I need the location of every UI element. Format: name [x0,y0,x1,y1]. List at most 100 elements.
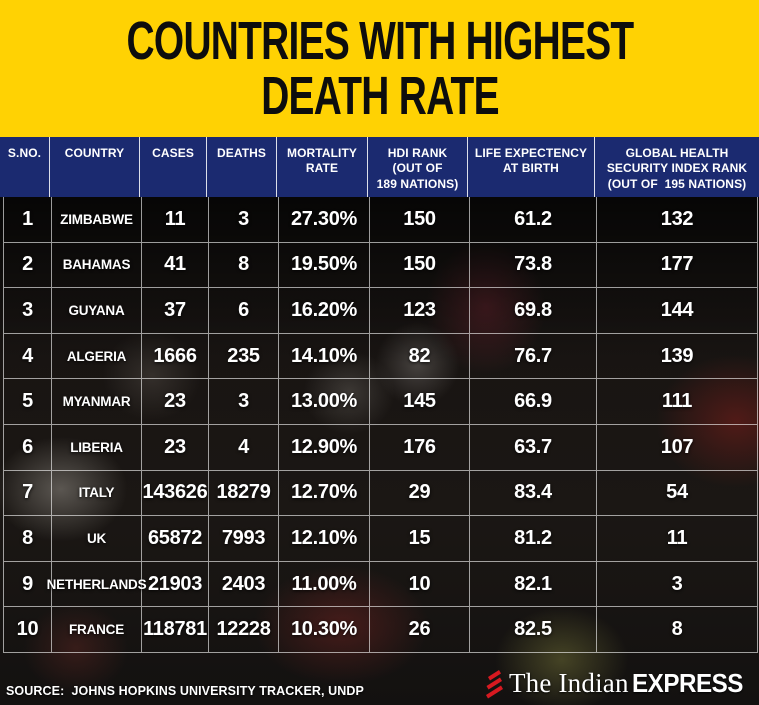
table-cell: 37 [142,288,209,334]
table-cell: 83.4 [470,470,597,517]
table-cell: 18279 [209,470,279,517]
table-cell: NETHERLANDS [47,561,147,608]
table-cell: 65872 [142,516,209,562]
table-cell: 7993 [209,516,279,562]
table-cell: 1 [4,197,52,243]
table-row: 4 ALGERIA 1666 235 14.10% 82 76.7 139 [4,333,757,380]
table-cell: 23 [142,379,209,425]
table-cell: 9 [4,561,52,608]
table-cell: 2403 [209,561,279,608]
table-row: 10 FRANCE 118781 12228 10.30% 26 82.5 8 [4,607,757,653]
table-cell: 145 [370,379,470,425]
express-flame-icon [485,669,503,698]
table-cell: 11 [142,197,209,243]
table-cell: 111 [597,379,757,425]
table-cell: 150 [370,242,470,289]
table-cell: 29 [370,470,470,517]
table-cell: 16.20% [279,288,370,334]
table-cell: GUYANA [52,288,142,334]
table-cell: 27.30% [279,197,370,243]
table-cell: 12.90% [279,424,370,471]
table-cell: 15 [370,516,470,562]
table-cell: 8 [597,607,757,653]
column-header-mortality-rate: MORTALITY RATE [277,137,368,197]
table-row: 2 BAHAMAS 41 8 19.50% 150 73.8 177 [4,242,757,289]
table-cell: 61.2 [470,197,597,243]
table-cell: 21903 [142,561,209,608]
column-header-life-expectancy: LIFE EXPECTENCY AT BIRTH [468,137,595,197]
table-cell: 12.10% [279,516,370,562]
table-cell: LIBERIA [52,424,142,471]
table-row: 3 GUYANA 37 6 16.20% 123 69.8 144 [4,288,757,334]
table-row: 8 UK 65872 7993 12.10% 15 81.2 11 [4,516,757,562]
indian-express-logo: The Indian EXPRESS [484,668,751,699]
table-cell: 177 [597,243,757,289]
table-body: 1 ZIMBABWE 11 3 27.30% 150 61.2 132 2 BAHAMAS 41 8 1… [3,197,758,653]
table-cell: 5 [4,379,52,425]
table-cell: 8 [209,242,279,289]
table-cell: 10 [370,561,470,608]
table-cell: 23 [142,424,209,471]
table-cell: 143626 [142,470,209,517]
table-cell: ALGERIA [52,333,142,380]
table-cell: 66.9 [470,379,597,425]
table-cell: 6 [4,424,52,471]
table-cell: 3 [209,379,279,425]
logo-text-the-indian: The Indian [508,668,629,698]
column-header-ghs-index-rank: GLOBAL HEALTH SECURITY INDEX RANK (OUT O… [606,146,748,191]
table-header-row: S.NO. COUNTRY CASES DEATHS MORTALITY RAT… [0,137,759,197]
table-cell: 82.1 [470,561,597,608]
table-cell: 12.70% [279,470,370,517]
table-cell: 6 [209,288,279,334]
table-cell: 63.7 [470,424,597,471]
table-row: 9 NETHERLANDS 21903 2403 11.00% 10 82.1 3 [4,561,757,608]
table-cell: 69.8 [470,288,597,334]
table-cell: 107 [597,425,757,471]
table-cell: 3 [209,197,279,243]
column-header-deaths: DEATHS [207,137,277,197]
table-cell: UK [52,516,142,562]
table-cell: 3 [597,562,757,608]
table-cell: 81.2 [470,516,597,562]
table-cell: 7 [4,470,52,517]
table-cell: 3 [4,288,52,334]
table-cell: 150 [370,197,470,243]
background-crowd-photo [0,137,759,705]
table-cell: BAHAMAS [52,242,142,289]
table-cell: 1666 [142,333,209,380]
table-cell: MYANMAR [52,379,142,425]
logo-text-express: EXPRESS [631,668,743,698]
page-title-line-2: DEATH RATE [260,65,499,126]
table-cell: 8 [4,516,52,562]
table-cell: 123 [370,288,470,334]
table-cell: FRANCE [52,607,142,653]
title-banner: COUNTRIES WITH HIGHEST DEATH RATE [0,0,759,137]
table-cell: 76.7 [470,333,597,380]
table-cell: 2 [4,242,52,289]
column-header-country: COUNTRY [50,137,140,197]
table-cell: 54 [597,471,757,517]
table-cell: 176 [370,424,470,471]
table-row: 7 ITALY 143626 18279 12.70% 29 83.4 54 [4,470,757,517]
table-cell: 4 [4,333,52,380]
table-cell: 10.30% [279,607,370,653]
table-cell: 19.50% [279,242,370,289]
table-cell: 73.8 [470,242,597,289]
table-cell: 14.10% [279,333,370,380]
table-cell: 11.00% [279,561,370,608]
table-cell: 13.00% [279,379,370,425]
table-row: 1 ZIMBABWE 11 3 27.30% 150 61.2 132 [4,197,757,243]
table-cell: 26 [370,607,470,653]
table-cell: 11 [597,516,757,562]
table-cell: 235 [209,333,279,380]
table-cell: 41 [142,242,209,289]
page-title-line-1: COUNTRIES WITH HIGHEST [126,10,634,71]
table-cell: 82.5 [470,607,597,653]
footer: SOURCE: JOHNS HOPKINS UNIVERSITY TRACKER… [0,653,759,705]
source-credit: SOURCE: JOHNS HOPKINS UNIVERSITY TRACKER… [6,684,364,698]
table-row: 5 MYANMAR 23 3 13.00% 145 66.9 111 [4,379,757,425]
table-cell: 139 [597,334,757,380]
column-header-sno: S.NO. [0,137,50,197]
table-cell: 132 [597,197,757,243]
